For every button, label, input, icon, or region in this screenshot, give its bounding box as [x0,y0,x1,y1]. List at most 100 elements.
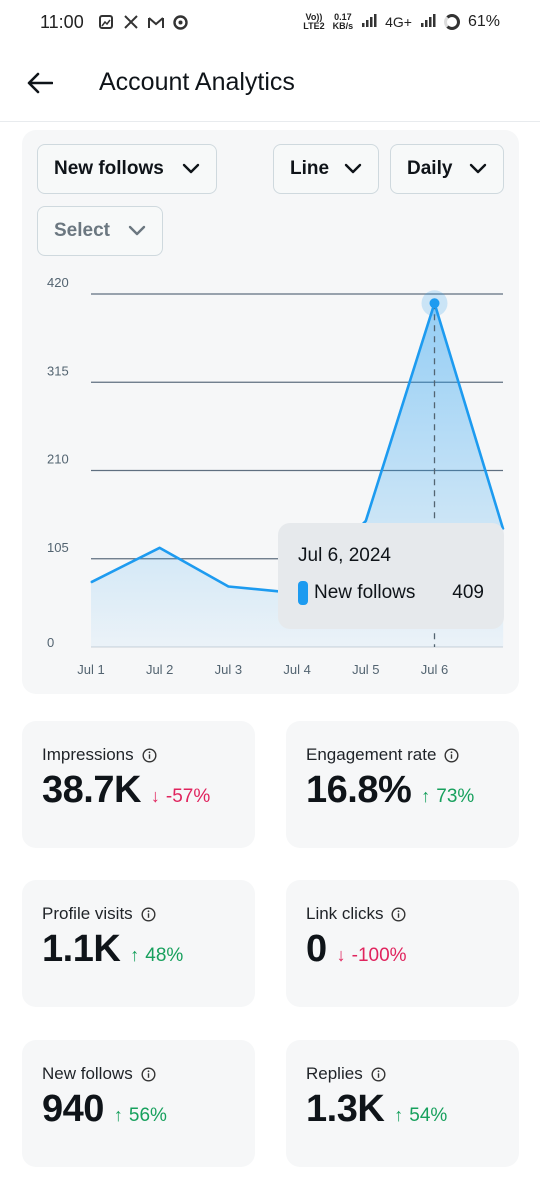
battery-percent: 61% [467,13,500,30]
metric-value: 940 [42,1088,104,1130]
metric-value: 1.3K [306,1088,385,1130]
metric-change-value: 54% [409,1104,448,1126]
metric-row: 38.7K ↓ -57% [42,769,235,812]
metric-label: Profile visits [42,904,133,923]
volte-label: Vo)) LTE2 [303,13,324,31]
tooltip-series: New follows [314,582,416,603]
metric-change-value: 56% [128,1104,167,1126]
info-icon[interactable] [444,747,459,763]
y-tick-label: 210 [47,452,69,467]
metric-change-value: -57% [165,785,211,807]
metric-label: Impressions [42,745,134,764]
interval-dropdown[interactable]: Daily [390,144,504,194]
network-type: 4G+ [385,14,412,30]
chevron-down-icon [128,225,146,236]
browser-icon [173,14,189,30]
metric-row: 16.8% ↑ 73% [306,769,499,812]
arrow-down-icon: ↓ [336,945,346,965]
volte-top: Vo)) [305,12,323,22]
metric-label-wrap: Profile visits [42,904,235,924]
chevron-down-icon [469,163,487,174]
x-logo-icon [123,14,139,30]
metric-change: ↓ -100% [337,945,407,967]
metric-label-wrap: Engagement rate [306,745,499,765]
metric-change: ↑ 56% [114,1105,167,1127]
metric-row: 0 ↓ -100% [306,928,499,971]
metric-row: 940 ↑ 56% [42,1088,235,1131]
chart-type-dropdown[interactable]: Line [273,144,379,194]
metric-label-wrap: New follows [42,1064,235,1084]
metric-card-replies[interactable]: Replies 1.3K ↑ 54% [286,1040,519,1167]
metric-value: 16.8% [306,769,412,811]
metric-label-wrap: Impressions [42,745,235,765]
info-icon[interactable] [142,747,157,763]
speed-top: 0.17 [334,12,352,22]
y-tick-label: 315 [47,363,69,378]
arrow-down-icon: ↓ [150,786,160,806]
metric-card-profile-visits[interactable]: Profile visits 1.1K ↑ 48% [22,880,255,1007]
x-tick-label: Jul 1 [77,662,104,677]
metric-value: 1.1K [42,928,121,970]
metric-card-impressions[interactable]: Impressions 38.7K ↓ -57% [22,721,255,848]
status-time: 11:00 [40,11,84,32]
chart-type-label: Line [290,158,330,179]
metric-change: ↓ -57% [151,786,210,808]
metric-row: 1.1K ↑ 48% [42,928,235,971]
info-icon[interactable] [141,906,156,922]
metric-change-value: 48% [145,944,184,966]
data-point [365,520,367,522]
x-tick-label: Jul 3 [215,662,242,677]
metric-row: 1.3K ↑ 54% [306,1088,499,1131]
metric-card-engagement-rate[interactable]: Engagement rate 16.8% ↑ 73% [286,721,519,848]
y-tick-label: 0 [47,635,54,650]
metric-change-value: 73% [436,785,475,807]
notification-icons [98,14,189,30]
info-icon[interactable] [371,1066,386,1082]
metric-dropdown-label: New follows [54,158,164,179]
gallery-icon [98,14,114,30]
status-bar: 11:00 Vo)) LTE2 0.17 KB/s 4G+ 61 [0,0,540,44]
chart-tooltip: Jul 6, 2024 New follows 409 [278,523,504,629]
metric-dropdown[interactable]: New follows [37,144,217,194]
page-title: Account Analytics [99,68,295,96]
interval-label: Daily [407,158,453,179]
metric-label: Link clicks [306,904,384,923]
gmail-icon [147,14,164,30]
metric-label: Engagement rate [306,745,437,764]
signal-icon [361,13,377,32]
metric-change-value: -100% [351,944,407,966]
metric-label: New follows [42,1064,133,1083]
metric-card-link-clicks[interactable]: Link clicks 0 ↓ -100% [286,880,519,1007]
arrow-up-icon: ↑ [113,1105,123,1125]
info-icon[interactable] [141,1066,156,1082]
highlight-point[interactable] [429,298,440,309]
arrow-up-icon: ↑ [130,945,140,965]
metric-change: ↑ 73% [421,786,474,808]
x-tick-label: Jul 6 [421,662,448,677]
metric-card-new-follows[interactable]: New follows 940 ↑ 56% [22,1040,255,1167]
chevron-down-icon [344,163,362,174]
signal-icon-2 [420,13,436,32]
metric-change: ↑ 48% [130,945,183,967]
metric-value: 38.7K [42,769,141,811]
battery-icon [443,14,460,30]
metric-label: Replies [306,1064,363,1083]
y-tick-label: 420 [47,275,69,290]
metric-change: ↑ 54% [394,1105,447,1127]
tooltip-date: Jul 6, 2024 [298,545,391,566]
arrow-up-icon: ↑ [394,1105,404,1125]
chevron-down-icon [182,163,200,174]
x-tick-label: Jul 5 [352,662,379,677]
tooltip-swatch [298,581,308,605]
tooltip-value: 409 [452,582,484,603]
volte-bottom: LTE2 [303,21,325,31]
tooltip-row: New follows 409 [298,581,484,605]
metric-label-wrap: Link clicks [306,904,499,924]
y-tick-label: 105 [47,540,69,555]
compare-label: Select [54,220,110,241]
back-button[interactable] [20,63,60,103]
metric-value: 0 [306,928,327,970]
compare-dropdown[interactable]: Select [37,206,163,256]
info-icon[interactable] [391,906,406,922]
data-point [90,581,92,583]
